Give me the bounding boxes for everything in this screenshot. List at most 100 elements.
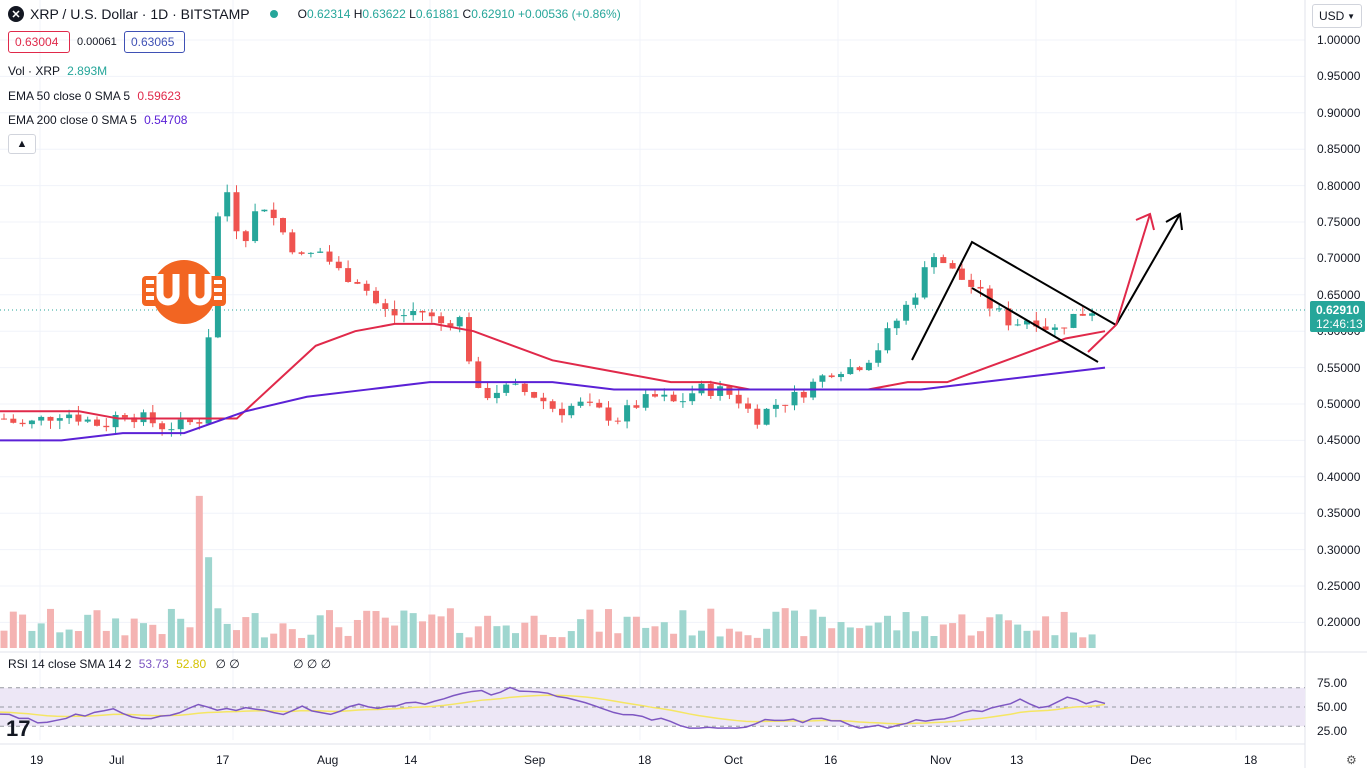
time-tick-label: 17 <box>216 753 230 767</box>
chevron-up-icon: ▲ <box>16 138 28 150</box>
volume-bar <box>344 635 352 648</box>
candle-body <box>47 416 54 421</box>
price-tick-label: 1.00000 <box>1317 33 1361 47</box>
candle-body <box>1079 313 1086 316</box>
candle-body <box>345 268 352 282</box>
candle-body <box>1089 313 1096 316</box>
price-tick-label: 0.55000 <box>1317 360 1361 375</box>
ema200-legend[interactable]: EMA 200 close 0 SMA 5 0.54708 <box>8 113 188 127</box>
volume-bar <box>688 635 696 648</box>
rsi-legend[interactable]: RSI 14 close SMA 14 2 53.73 52.80 ∅ ∅ ∅ … <box>8 657 332 671</box>
candle-body <box>270 209 277 219</box>
collapse-legend-button[interactable]: ▲ <box>8 134 36 154</box>
buy-price-button[interactable]: 0.63065 <box>124 31 185 53</box>
volume-bar <box>856 628 864 648</box>
time-tick-label: Nov <box>930 753 952 767</box>
volume-bar <box>614 633 622 648</box>
settings-gear-icon[interactable]: ⚙ <box>1346 753 1357 767</box>
candle-body <box>586 401 593 403</box>
candle-body <box>689 393 696 402</box>
symbol-header[interactable]: ✕ XRP / U.S. Dollar · 1D · BITSTAMP O0.6… <box>8 6 621 22</box>
price-tick-label: 0.25000 <box>1317 579 1361 593</box>
candle-body <box>159 423 166 430</box>
volume-bar <box>670 633 678 648</box>
time-tick-label: 19 <box>30 753 44 767</box>
flag-lower-line <box>971 287 1099 363</box>
volume-bar <box>177 618 185 648</box>
volume-bar <box>521 622 529 648</box>
candle-body <box>903 304 910 321</box>
volume-bar <box>28 630 36 648</box>
volume-bar <box>456 632 464 648</box>
volume-bar <box>911 631 919 648</box>
candle-body <box>726 386 733 395</box>
candle-body <box>298 252 305 254</box>
candle-body <box>224 192 231 217</box>
volume-bar <box>233 630 240 648</box>
volume-legend[interactable]: Vol · XRP 2.893M <box>8 64 108 78</box>
volume-bar <box>586 609 594 648</box>
candle-body <box>931 257 937 268</box>
currency-dropdown[interactable]: USD ▼ <box>1312 4 1362 28</box>
price-tick-label: 0.65000 <box>1317 287 1361 302</box>
candle-body <box>921 267 928 298</box>
volume-bar <box>772 611 780 648</box>
rsi-tick-label: 75.00 <box>1317 676 1348 690</box>
volume-bar <box>391 625 399 648</box>
candle-body <box>1061 327 1068 329</box>
time-tick-label: 18 <box>1244 753 1258 767</box>
time-tick-label: 14 <box>404 753 418 767</box>
candle-body <box>84 419 91 422</box>
volume-bar <box>893 630 901 648</box>
volume-bar <box>0 630 8 648</box>
candle-body <box>187 419 193 423</box>
candle-body <box>958 268 965 280</box>
volume-bar <box>605 609 612 648</box>
candle-body <box>540 397 547 402</box>
volume-bar <box>995 614 1003 648</box>
price-tick-label: 0.45000 <box>1317 433 1361 448</box>
candle-body <box>531 392 538 398</box>
volume-bar <box>1042 616 1050 648</box>
price-tick-label: 0.35000 <box>1317 506 1361 521</box>
candle-body <box>1033 320 1040 327</box>
volume-bar <box>428 614 436 648</box>
volume-bar <box>205 557 213 648</box>
volume-bar <box>725 628 733 648</box>
volume-bar <box>363 610 371 648</box>
price-tick-label: 0.70000 <box>1317 251 1361 266</box>
volume-bar <box>493 626 501 648</box>
ohlc-values: O0.62314 H0.63622 L0.61881 C0.62910 +0.0… <box>297 7 621 21</box>
candle-body <box>559 408 565 416</box>
channel-logo-icon <box>142 260 226 324</box>
candle-body <box>307 252 314 254</box>
candle-body <box>763 408 770 425</box>
ema200-line <box>0 366 1106 442</box>
sell-price-button[interactable]: 0.63004 <box>8 31 70 53</box>
candle-body <box>642 394 649 408</box>
volume-bar <box>242 617 250 648</box>
time-tick-label: Sep <box>524 753 546 767</box>
volume-bar <box>474 626 482 648</box>
volume-bar <box>400 610 408 648</box>
candle-body <box>475 361 482 388</box>
volume-bar <box>837 622 845 648</box>
tradingview-logo-icon[interactable]: 17 <box>6 716 31 741</box>
volume-bar <box>335 627 343 648</box>
volume-bar <box>149 624 157 648</box>
candle-body <box>19 422 26 425</box>
volume-bar <box>549 637 557 648</box>
volume-bar <box>260 637 268 648</box>
ema50-legend[interactable]: EMA 50 close 0 SMA 5 0.59623 <box>8 89 181 103</box>
volume-bar <box>214 608 222 648</box>
time-tick-label: 13 <box>1010 753 1024 767</box>
volume-bar <box>707 608 715 648</box>
candle-body <box>940 257 947 264</box>
symbol-title: XRP / U.S. Dollar · 1D · BITSTAMP <box>30 6 250 22</box>
candle-body <box>856 367 863 371</box>
volume-bar <box>437 616 445 648</box>
candle-body <box>503 384 510 393</box>
volume-bar <box>539 634 547 648</box>
rsi-tick-label: 25.00 <box>1317 724 1348 738</box>
